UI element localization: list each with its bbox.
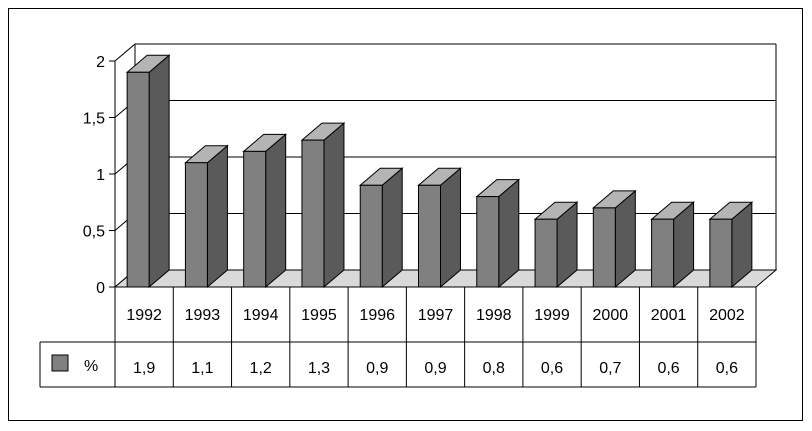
- y-tick-label: 2: [96, 54, 105, 71]
- bar-front: [359, 184, 383, 288]
- y-tick-label: 0: [96, 280, 105, 297]
- x-category-label: 1996: [359, 307, 395, 324]
- y-tick-label: 1: [96, 167, 105, 184]
- bar-front: [651, 218, 675, 288]
- x-category-label: 1997: [418, 307, 454, 324]
- bar-front: [709, 218, 733, 288]
- bar-front: [418, 184, 441, 288]
- x-category-label: 1994: [243, 307, 279, 324]
- bar-front: [476, 196, 500, 288]
- data-value-label: 0,6: [716, 360, 738, 377]
- x-category-label: 2001: [651, 307, 687, 324]
- data-value-label: 0,9: [366, 360, 388, 377]
- bar: [533, 201, 579, 289]
- bar: [417, 167, 462, 289]
- x-category-label: 2000: [593, 307, 629, 324]
- x-category-label: 1993: [185, 307, 221, 324]
- bar: [708, 201, 754, 289]
- bar-front: [243, 150, 267, 288]
- gridline: [114, 100, 776, 118]
- data-value-label: 0,6: [541, 360, 563, 377]
- bar-side: [206, 144, 228, 289]
- y-tick-label: 0,5: [83, 224, 105, 241]
- data-value-label: 0,7: [599, 360, 621, 377]
- data-value-label: 0,6: [657, 360, 679, 377]
- bar: [184, 144, 229, 289]
- legend-label: %: [84, 358, 98, 375]
- data-value-label: 1,1: [191, 360, 213, 377]
- bar: [475, 178, 521, 289]
- bar-front: [301, 139, 325, 288]
- bar-side: [148, 54, 170, 289]
- x-category-label: 2002: [709, 307, 745, 324]
- bar: [650, 201, 695, 289]
- y-tick-label: 1,5: [83, 111, 105, 128]
- x-category-label: 1999: [534, 307, 570, 324]
- bar-side: [323, 122, 345, 289]
- x-category-label: 1998: [476, 307, 512, 324]
- bar-side: [440, 167, 461, 289]
- data-value-label: 1,9: [133, 360, 155, 377]
- data-value-label: 0,9: [424, 360, 446, 377]
- bar-side: [381, 167, 403, 289]
- gridline: [114, 43, 776, 62]
- bar: [358, 167, 404, 289]
- bar-front: [534, 218, 558, 288]
- bar-front: [184, 162, 208, 288]
- bar-front: [126, 71, 150, 288]
- bar: [242, 133, 288, 289]
- x-category-label: 1992: [126, 307, 162, 324]
- x-category-label: 1995: [301, 307, 337, 324]
- bar: [300, 122, 346, 289]
- data-value-label: 0,8: [483, 360, 505, 377]
- legend-swatch: [51, 354, 69, 372]
- data-value-label: 1,2: [250, 360, 272, 377]
- bar: [125, 54, 171, 289]
- bar-front: [592, 207, 616, 288]
- data-value-label: 1,3: [308, 360, 330, 377]
- bar-side: [265, 133, 287, 289]
- bar: [591, 189, 637, 289]
- bar-side: [498, 178, 520, 289]
